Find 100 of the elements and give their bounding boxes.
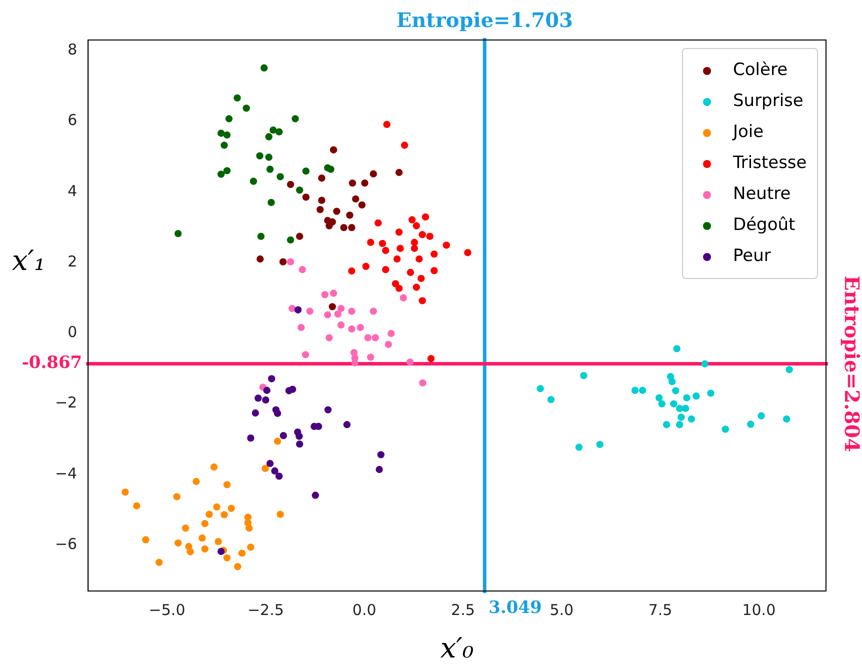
point — [201, 520, 209, 528]
point — [276, 510, 284, 518]
point — [364, 334, 372, 342]
point — [156, 558, 163, 566]
point — [346, 212, 354, 219]
point — [288, 304, 296, 312]
y-axis-title: x′₁ — [12, 244, 46, 277]
point — [333, 208, 340, 215]
point — [348, 179, 356, 187]
point — [234, 563, 242, 570]
point — [223, 131, 231, 139]
point — [316, 206, 324, 214]
point — [348, 308, 356, 315]
point — [426, 232, 434, 240]
x-tick-label: 0.0 — [352, 600, 376, 619]
point — [351, 359, 358, 366]
point — [228, 504, 235, 512]
point — [400, 142, 408, 149]
point — [412, 284, 420, 291]
point — [361, 179, 368, 187]
point — [376, 466, 383, 474]
point — [321, 291, 328, 298]
point — [192, 478, 200, 486]
point — [296, 440, 304, 448]
point — [692, 392, 700, 400]
point — [275, 472, 283, 480]
point — [418, 297, 426, 304]
x-tick-label: 7.5 — [648, 600, 672, 619]
x-tick-label: 5.0 — [550, 600, 574, 619]
point — [201, 545, 209, 553]
point — [786, 366, 793, 374]
point — [419, 379, 426, 387]
point — [412, 222, 420, 230]
point — [668, 378, 676, 386]
point — [408, 216, 416, 224]
point — [547, 396, 555, 404]
point — [330, 290, 338, 297]
point — [198, 534, 206, 542]
point — [348, 267, 356, 275]
point — [382, 266, 390, 274]
point — [382, 246, 390, 254]
point — [638, 386, 646, 394]
point — [383, 120, 390, 128]
point — [326, 334, 333, 342]
point — [206, 510, 213, 518]
point — [318, 174, 326, 182]
point — [430, 250, 438, 258]
point — [722, 426, 729, 433]
legend-label: Peur — [733, 245, 771, 268]
point — [210, 463, 218, 471]
point — [246, 524, 253, 532]
point — [173, 493, 180, 500]
point — [292, 115, 299, 122]
point — [174, 539, 182, 547]
point — [324, 406, 332, 414]
point — [782, 415, 790, 423]
point — [242, 104, 250, 112]
point — [234, 94, 241, 102]
point — [266, 166, 274, 173]
point — [268, 198, 275, 206]
point — [286, 236, 294, 244]
point — [372, 334, 379, 342]
point — [352, 195, 360, 203]
point — [367, 354, 374, 361]
point — [220, 142, 228, 149]
point — [254, 394, 262, 402]
point — [362, 262, 370, 270]
point — [294, 306, 302, 314]
point — [418, 231, 426, 238]
point — [367, 238, 374, 246]
point — [182, 524, 190, 532]
point — [410, 238, 418, 246]
point — [384, 340, 392, 348]
point — [262, 396, 270, 404]
point — [286, 180, 294, 188]
point — [271, 467, 278, 475]
point — [223, 481, 231, 488]
point — [302, 351, 310, 358]
point — [142, 536, 150, 544]
point — [430, 267, 438, 274]
point — [262, 464, 269, 472]
point — [596, 440, 604, 448]
point — [220, 511, 228, 518]
point — [252, 409, 260, 417]
point — [334, 310, 342, 318]
point — [676, 421, 684, 428]
point — [662, 421, 670, 428]
point — [670, 400, 678, 408]
point — [133, 502, 140, 510]
point — [337, 304, 345, 312]
point — [406, 268, 414, 276]
x-tick-label: −2.5 — [247, 600, 284, 619]
point — [298, 324, 305, 332]
point — [266, 460, 274, 468]
point — [422, 213, 430, 221]
point — [270, 126, 277, 134]
x-tick-label: −5.0 — [148, 600, 186, 619]
point — [655, 394, 663, 402]
ref-line-label: -0.867 — [22, 353, 82, 374]
x-tick-label: 10.0 — [742, 600, 776, 619]
